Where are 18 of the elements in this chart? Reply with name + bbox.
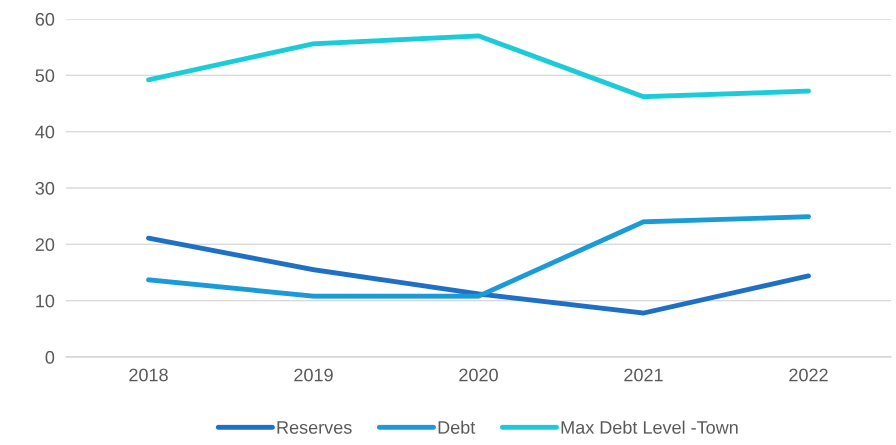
x-tick-label: 2020 (459, 368, 498, 382)
legend-label: Debt (438, 420, 476, 434)
y-tick-label: 20 (36, 238, 54, 252)
legend-label: Max Debt Level -Town (562, 420, 738, 434)
y-tick-label: 30 (35, 182, 54, 195)
y-tick-label: 0 (46, 350, 54, 364)
x-tick-label: 2021 (624, 368, 663, 382)
y-tick-label: 50 (36, 69, 54, 82)
line-series (146, 214, 811, 299)
line-series (146, 236, 811, 316)
line-series (146, 33, 811, 100)
legend-label: Reserves (278, 421, 352, 434)
x-tick-label: 2022 (789, 368, 828, 382)
x-tick-label: 2018 (129, 368, 168, 382)
y-tick-label: 40 (35, 126, 54, 138)
y-tick-label: 10 (36, 294, 54, 308)
y-tick-label: 60 (36, 12, 54, 26)
x-tick-label: 2019 (294, 368, 333, 382)
